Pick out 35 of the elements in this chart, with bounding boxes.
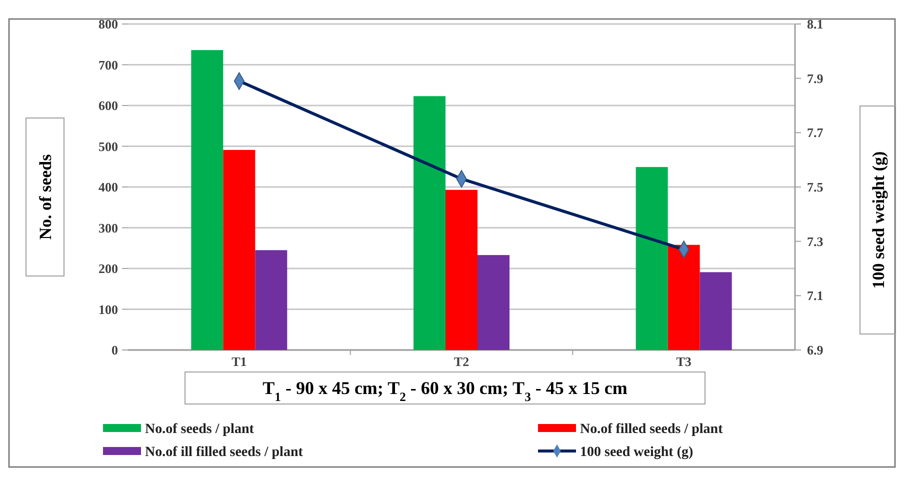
legend-label: 100 seed weight (g) bbox=[580, 444, 694, 460]
legend-label: No.of ill filled seeds / plant bbox=[145, 444, 304, 460]
y2-axis-title: 100 seed weight (g) bbox=[869, 151, 888, 289]
y-tick-label: 700 bbox=[98, 57, 118, 72]
y2-tick-label: 7.7 bbox=[807, 125, 824, 140]
bar bbox=[255, 250, 288, 350]
y-axis-title: No. of seeds bbox=[36, 154, 55, 240]
bar bbox=[700, 272, 732, 350]
legend-label: No.of filled seeds / plant bbox=[580, 422, 724, 437]
legend-label: No.of seeds / plant bbox=[145, 422, 254, 437]
y-tick-label: 300 bbox=[98, 220, 118, 236]
bar bbox=[636, 167, 668, 350]
y-tick-label: 500 bbox=[98, 138, 118, 154]
bar bbox=[414, 96, 446, 350]
bar bbox=[223, 150, 256, 350]
y2-tick-label: 7.5 bbox=[807, 180, 824, 195]
y-tick-label: 200 bbox=[98, 261, 118, 276]
y2-tick-label: 7.3 bbox=[807, 234, 824, 249]
y2-tick-label: 7.1 bbox=[807, 288, 824, 304]
y-tick-label: 600 bbox=[98, 98, 118, 114]
bar bbox=[668, 244, 700, 350]
bar bbox=[446, 190, 478, 350]
y-tick-label: 400 bbox=[98, 180, 118, 195]
x-tick-label: T2 bbox=[454, 354, 470, 369]
bar bbox=[478, 255, 510, 350]
y2-tick-label: 7.9 bbox=[807, 70, 824, 86]
y2-tick-label: 6.9 bbox=[807, 342, 824, 358]
y-tick-label: 0 bbox=[112, 342, 118, 358]
text: T$_{1}$ - 90 x 45 cm; T$_{2}$ - 60 x 30 cm; T$_{3}$ - 45 x 15 cm bbox=[262, 378, 628, 404]
y-tick-label: 800 bbox=[98, 16, 118, 32]
bar bbox=[191, 50, 224, 350]
y2-tick-label: 8.1 bbox=[807, 16, 824, 32]
y-tick-label: 100 bbox=[98, 302, 118, 317]
x-tick-label: T1 bbox=[232, 354, 247, 369]
x-tick-label: T3 bbox=[676, 354, 692, 369]
